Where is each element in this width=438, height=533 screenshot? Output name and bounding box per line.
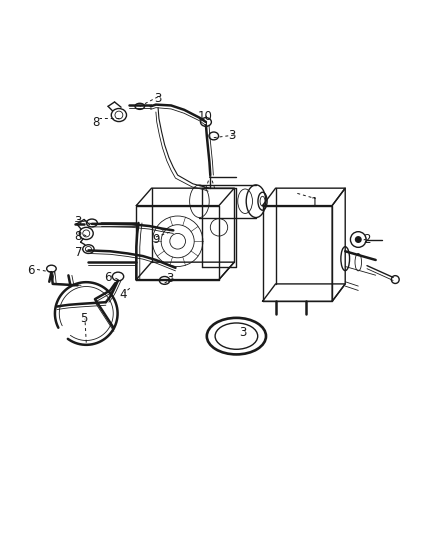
Text: 3: 3 <box>74 215 81 228</box>
Text: 5: 5 <box>81 312 88 325</box>
Text: 3: 3 <box>154 92 162 106</box>
Text: 6: 6 <box>104 271 112 284</box>
Text: 3: 3 <box>166 272 174 285</box>
Text: 4: 4 <box>120 288 127 301</box>
Text: 3: 3 <box>228 130 236 142</box>
Text: 8: 8 <box>74 230 81 244</box>
Text: 8: 8 <box>92 116 100 128</box>
Text: 10: 10 <box>198 110 212 123</box>
Text: 7: 7 <box>75 246 83 259</box>
Circle shape <box>355 236 362 243</box>
Text: 3: 3 <box>239 326 247 339</box>
Text: 1: 1 <box>311 196 318 208</box>
Text: 2: 2 <box>363 233 371 246</box>
Text: 9: 9 <box>152 233 159 246</box>
Text: 6: 6 <box>27 264 35 277</box>
